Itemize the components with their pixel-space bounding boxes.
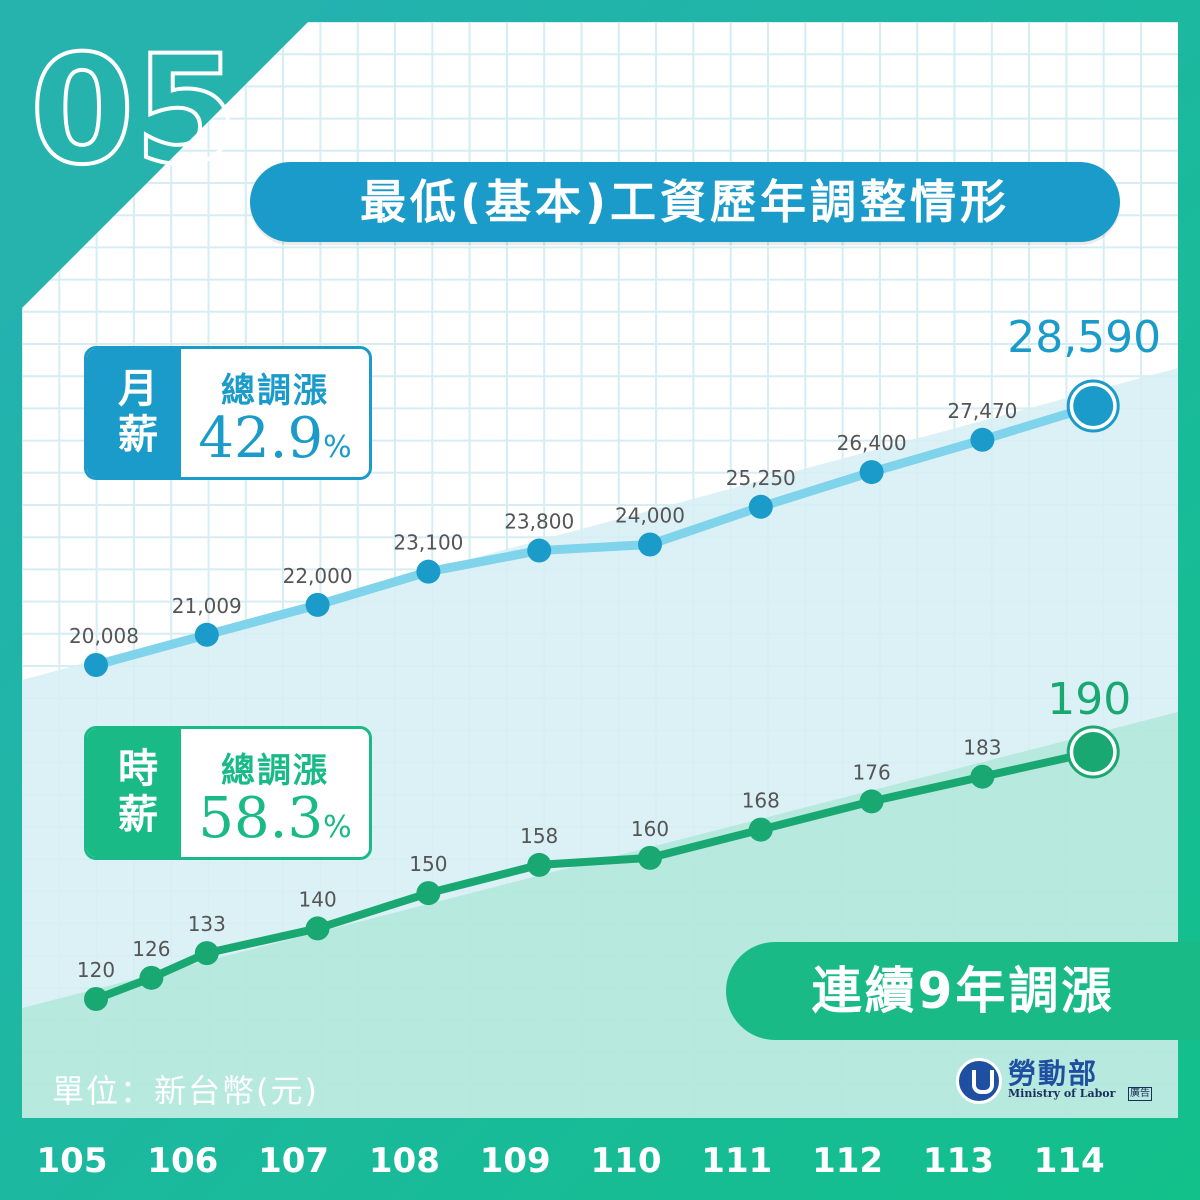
hourly-point (527, 852, 552, 877)
hourly-point (305, 916, 330, 941)
x-axis-tick-label: 113 (923, 1141, 994, 1181)
hourly-final-value-label: 190 (1047, 674, 1131, 725)
logo-name: 勞動部 (1008, 1057, 1099, 1090)
x-axis: 105 106 107 108 109 110 111 112 113 114 (37, 1141, 1105, 1181)
ministry-logo: 勞動部 Ministry of Labor 廣告 (956, 1056, 1156, 1106)
monthly-value-label: 26,400 (837, 431, 907, 455)
hourly-value-label: 120 (77, 958, 115, 982)
hourly-point (194, 941, 219, 966)
monthly-percent: 42.9% (181, 406, 369, 477)
x-axis-tick-label: 110 (591, 1141, 662, 1181)
monthly-value-label: 23,800 (504, 510, 574, 534)
ad-tag: 廣告 (1128, 1087, 1152, 1101)
monthly-point (84, 653, 108, 677)
hourly-point (84, 987, 108, 1011)
hourly-value-label: 168 (742, 789, 780, 813)
logo-english: Ministry of Labor (1008, 1087, 1116, 1100)
hourly-point (139, 965, 164, 990)
monthly-value-label: 20,008 (69, 624, 139, 648)
hourly-point (1073, 732, 1114, 772)
monthly-summary-box: 月薪 總調漲 42.9% (84, 346, 372, 480)
hourly-point (970, 764, 995, 789)
monthly-series: 20,008 21,009 22,000 23,100 23,800 24,000 25,2… (69, 312, 1161, 677)
chart-title: 最低(基本)工資歷年調整情形 (250, 162, 1120, 242)
hourly-point (638, 845, 662, 870)
monthly-point (859, 460, 884, 485)
hourly-value-label: 150 (409, 852, 447, 876)
monthly-point (305, 592, 330, 617)
ministry-emblem-icon (956, 1058, 1002, 1104)
monthly-percent-value: 42.9 (198, 406, 324, 471)
monthly-value-label: 21,009 (172, 594, 242, 618)
hourly-value-label: 133 (188, 912, 226, 936)
hourly-value-label: 126 (132, 937, 170, 961)
hourly-percent-unit: % (323, 810, 352, 845)
hourly-percent-value: 58.3 (198, 786, 324, 851)
monthly-tag: 月薪 (87, 349, 181, 477)
hourly-tag: 時薪 (87, 729, 181, 857)
monthly-point (194, 622, 219, 647)
monthly-point (638, 532, 662, 557)
hourly-point (748, 817, 773, 842)
x-axis-tick-label: 114 (1034, 1141, 1105, 1181)
x-axis-tick-label: 112 (812, 1141, 883, 1181)
monthly-value-label: 27,470 (947, 399, 1017, 423)
monthly-point (527, 538, 552, 563)
monthly-final-value-label: 28,590 (1007, 312, 1161, 363)
hourly-point (859, 789, 884, 814)
monthly-point (416, 559, 441, 584)
consecutive-raise-banner: 連續9年調漲 (726, 942, 1200, 1040)
monthly-value-label: 22,000 (283, 564, 353, 588)
monthly-point (748, 494, 773, 519)
monthly-line (94, 401, 1095, 670)
monthly-label: 總調漲 (221, 371, 329, 411)
unit-note: 單位：新台幣(元) (52, 1072, 319, 1110)
monthly-value-label: 23,100 (393, 531, 463, 555)
hourly-value-label: 160 (631, 817, 669, 841)
hourly-value-label: 176 (853, 760, 891, 784)
x-axis-tick-label: 106 (147, 1141, 218, 1181)
hourly-percent: 58.3% (181, 786, 369, 857)
monthly-value-label: 24,000 (615, 504, 685, 528)
monthly-point (970, 427, 995, 452)
hourly-summary-box: 時薪 總調漲 58.3% (84, 726, 372, 860)
hourly-series: 120 126 133 140 150 158 160 168 176 183 190 (77, 674, 1131, 1011)
badge-number: 05 (30, 24, 239, 198)
x-axis-tick-label: 108 (369, 1141, 440, 1181)
hourly-label: 總調漲 (221, 751, 329, 791)
hourly-value-label: 140 (299, 887, 337, 911)
monthly-percent-unit: % (323, 430, 352, 465)
corner-triangle (0, 0, 330, 330)
monthly-point (1073, 386, 1114, 426)
x-axis-tick-label: 111 (701, 1141, 772, 1181)
x-axis-tick-label: 105 (37, 1141, 108, 1181)
hourly-value-label: 183 (963, 736, 1001, 760)
x-axis-tick-label: 107 (258, 1141, 329, 1181)
monthly-value-label: 25,250 (726, 466, 796, 490)
x-axis-tick-label: 109 (480, 1141, 551, 1181)
hourly-point (416, 881, 441, 906)
hourly-value-label: 158 (520, 824, 558, 848)
